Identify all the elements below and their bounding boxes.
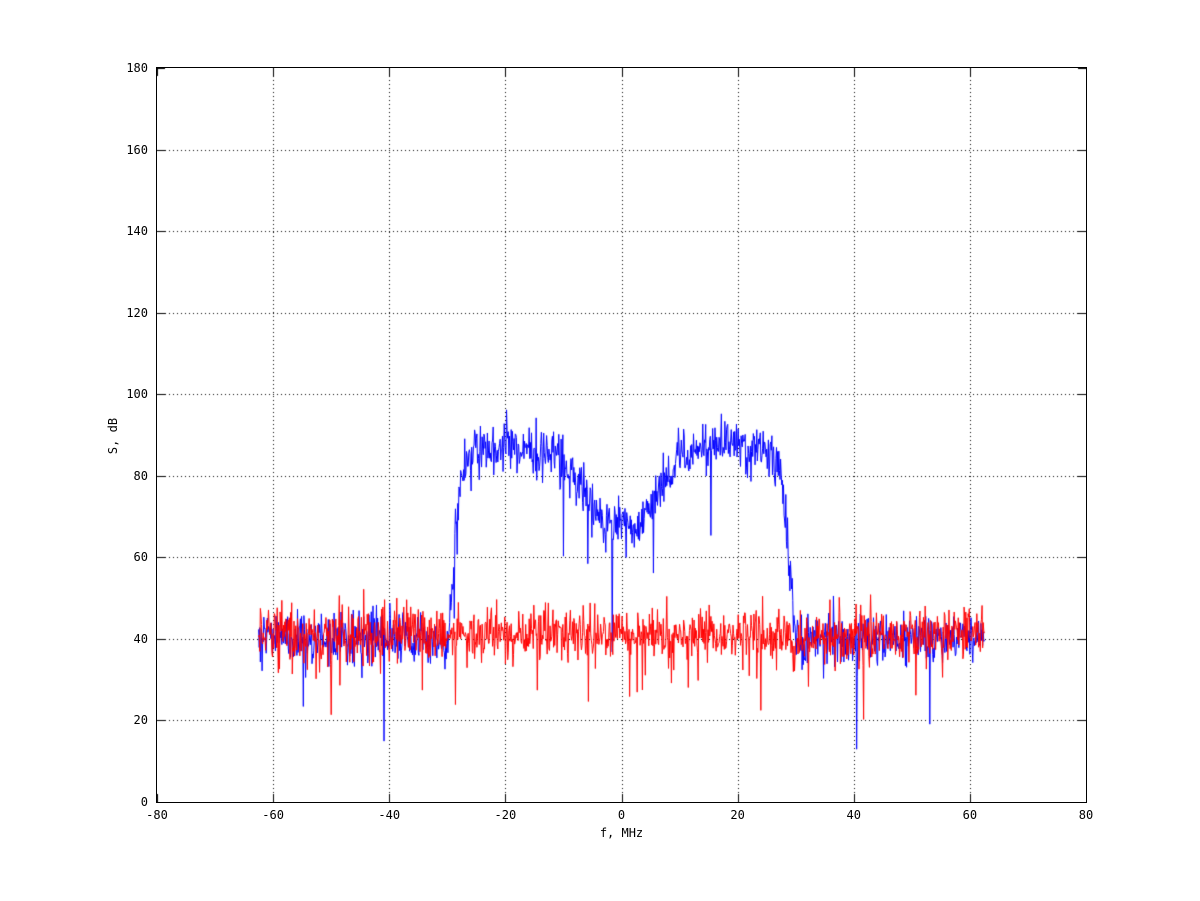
x-axis-title: f, MHz: [599, 826, 644, 840]
x-tick-label: 80: [1078, 808, 1094, 822]
x-tick-label: 20: [730, 808, 745, 822]
y-tick-label: 0: [140, 795, 148, 809]
y-tick-label: 160: [126, 142, 148, 157]
y-tick-label: 100: [126, 387, 148, 402]
x-tick-label: -40: [378, 808, 401, 822]
x-tick-label: -20: [494, 808, 517, 822]
x-tick-label: 0: [617, 808, 626, 822]
x-tick-label: -60: [262, 808, 284, 822]
x-tick-label: 60: [962, 808, 978, 822]
y-tick-label: 180: [126, 61, 148, 75]
y-axis-title: S, dB: [106, 417, 120, 455]
plot-area: [156, 67, 1087, 803]
y-tick-label: 40: [133, 631, 148, 646]
y-tick-label: 80: [133, 468, 148, 483]
y-tick-label: 120: [126, 305, 148, 320]
chart-canvas: [157, 68, 1086, 802]
x-tick-label: 40: [846, 808, 861, 822]
x-tick-label: -80: [146, 808, 168, 822]
y-tick-label: 20: [133, 713, 148, 728]
y-tick-label: 60: [133, 550, 148, 565]
y-tick-label: 140: [126, 224, 148, 239]
